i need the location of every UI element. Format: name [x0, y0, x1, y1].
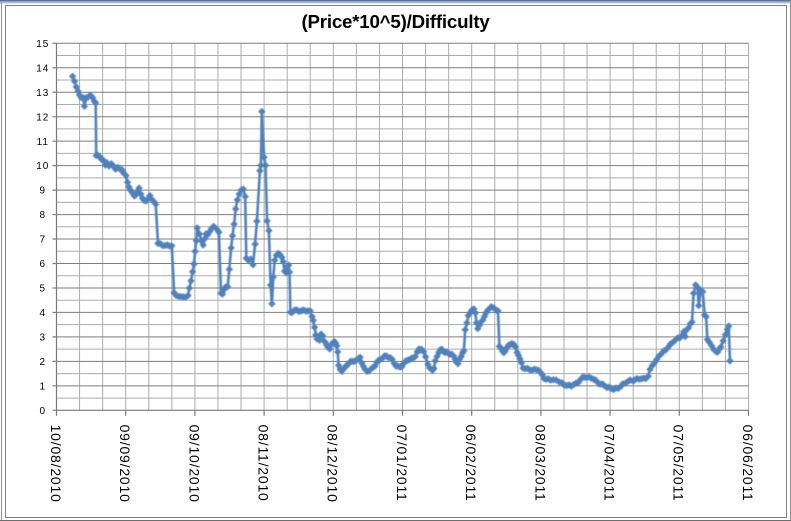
svg-text:09/10/2010: 09/10/2010: [186, 425, 202, 503]
svg-text:12: 12: [36, 112, 49, 123]
svg-text:09/09/2010: 09/09/2010: [117, 425, 133, 503]
svg-text:2: 2: [40, 357, 47, 368]
svg-text:6: 6: [40, 259, 47, 270]
svg-text:0: 0: [40, 406, 47, 417]
svg-text:13: 13: [36, 88, 49, 99]
svg-text:7: 7: [40, 235, 47, 246]
svg-text:08/11/2010: 08/11/2010: [256, 425, 272, 502]
svg-text:11: 11: [37, 137, 49, 148]
svg-text:3: 3: [40, 333, 47, 344]
svg-text:07/04/2011: 07/04/2011: [602, 425, 618, 502]
svg-text:14: 14: [36, 63, 49, 74]
svg-text:07/01/2011: 07/01/2011: [394, 425, 410, 502]
svg-text:15: 15: [36, 39, 49, 50]
svg-text:1: 1: [40, 381, 47, 392]
svg-text:06/06/2011: 06/06/2011: [740, 425, 756, 502]
svg-text:5: 5: [40, 284, 47, 295]
svg-text:9: 9: [40, 186, 47, 197]
svg-text:10: 10: [36, 161, 49, 172]
svg-text:08/12/2010: 08/12/2010: [325, 425, 341, 503]
svg-text:8: 8: [40, 210, 47, 221]
svg-text:4: 4: [40, 308, 47, 319]
svg-text:10/08/2010: 10/08/2010: [48, 425, 64, 503]
svg-text:06/02/2011: 06/02/2011: [463, 425, 479, 502]
svg-text:08/03/2011: 08/03/2011: [532, 425, 548, 502]
svg-text:07/05/2011: 07/05/2011: [671, 425, 687, 502]
